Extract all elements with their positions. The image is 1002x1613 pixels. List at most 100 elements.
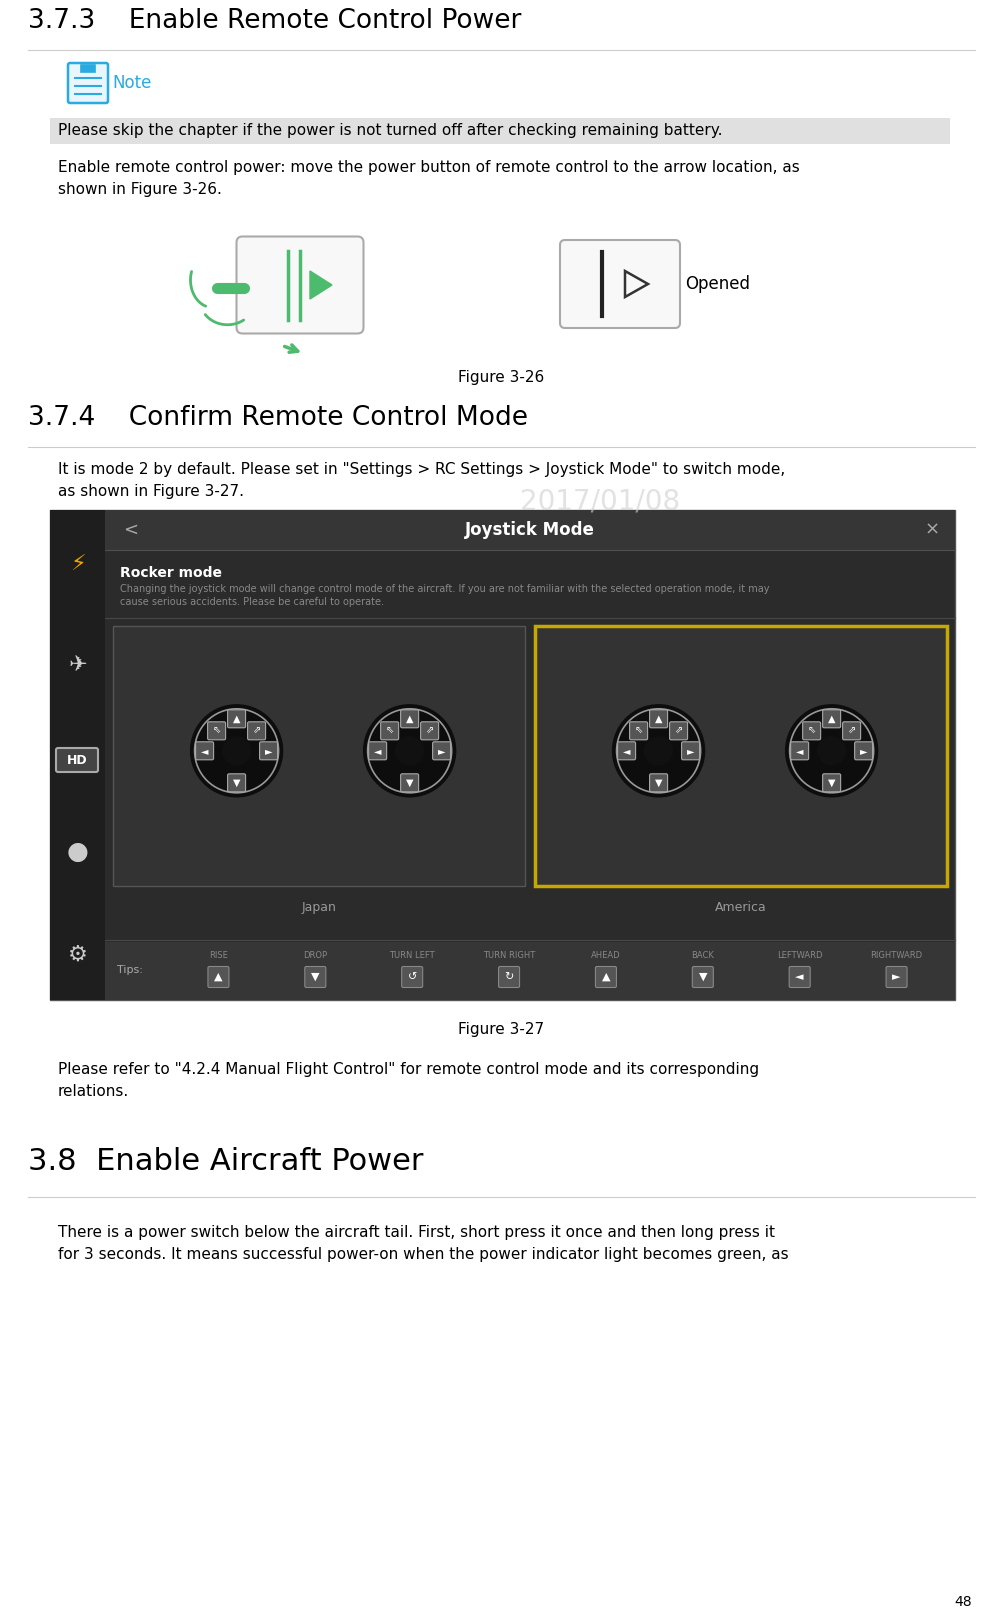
- FancyBboxPatch shape: [617, 742, 635, 760]
- Text: ⇗: ⇗: [674, 726, 682, 736]
- Text: 48: 48: [954, 1595, 972, 1610]
- Text: LEFTWARD: LEFTWARD: [777, 952, 823, 960]
- Bar: [113, 626, 525, 886]
- Text: Changing the joystick mode will change control mode of the aircraft. If you are : Changing the joystick mode will change c…: [120, 584, 770, 606]
- FancyBboxPatch shape: [823, 710, 841, 727]
- Text: ↺: ↺: [408, 973, 417, 982]
- Text: ►: ►: [438, 745, 446, 756]
- Text: Please refer to "4.2.4 Manual Flight Control" for remote control mode and its co: Please refer to "4.2.4 Manual Flight Con…: [58, 1061, 760, 1077]
- Text: ►: ►: [265, 745, 273, 756]
- Text: Tips:: Tips:: [117, 965, 143, 974]
- Circle shape: [612, 705, 704, 797]
- Text: 2017/01/08: 2017/01/08: [520, 489, 680, 516]
- Polygon shape: [310, 271, 332, 298]
- Text: ▲: ▲: [214, 973, 222, 982]
- Text: ▼: ▼: [406, 777, 414, 787]
- Text: ►: ►: [686, 745, 694, 756]
- Text: 3.8  Enable Aircraft Power: 3.8 Enable Aircraft Power: [28, 1147, 424, 1176]
- Text: Enable remote control power: move the power button of remote control to the arro: Enable remote control power: move the po…: [58, 160, 800, 174]
- FancyBboxPatch shape: [247, 721, 266, 740]
- Circle shape: [190, 705, 283, 797]
- FancyBboxPatch shape: [595, 966, 616, 987]
- FancyBboxPatch shape: [692, 966, 713, 987]
- Text: ×: ×: [925, 521, 940, 539]
- FancyBboxPatch shape: [649, 710, 667, 727]
- FancyBboxPatch shape: [560, 240, 680, 327]
- FancyBboxPatch shape: [823, 774, 841, 792]
- Text: AHEAD: AHEAD: [591, 952, 621, 960]
- Text: Joystick Mode: Joystick Mode: [465, 521, 595, 539]
- Text: Please skip the chapter if the power is not turned off after checking remaining : Please skip the chapter if the power is …: [58, 124, 722, 139]
- Bar: [535, 626, 947, 886]
- Text: BACK: BACK: [691, 952, 714, 960]
- Circle shape: [222, 737, 250, 765]
- Text: ⚙: ⚙: [68, 945, 88, 965]
- Circle shape: [644, 737, 672, 765]
- Circle shape: [818, 737, 846, 765]
- Text: ▲: ▲: [655, 715, 662, 724]
- Text: There is a power switch below the aircraft tail. First, short press it once and : There is a power switch below the aircra…: [58, 1224, 775, 1240]
- Text: ▼: ▼: [655, 777, 662, 787]
- Text: ●: ●: [67, 840, 89, 865]
- FancyBboxPatch shape: [369, 742, 387, 760]
- Text: ▲: ▲: [406, 715, 414, 724]
- FancyBboxPatch shape: [791, 742, 809, 760]
- Text: ⇖: ⇖: [212, 726, 220, 736]
- Text: Figure 3-27: Figure 3-27: [458, 1023, 544, 1037]
- Bar: [105, 510, 955, 550]
- FancyBboxPatch shape: [843, 721, 861, 740]
- Text: 3.7.4    Confirm Remote Control Mode: 3.7.4 Confirm Remote Control Mode: [28, 405, 528, 431]
- Text: ◄: ◄: [796, 973, 804, 982]
- Text: RISE: RISE: [209, 952, 227, 960]
- FancyBboxPatch shape: [649, 774, 667, 792]
- Bar: [50, 118, 950, 144]
- FancyBboxPatch shape: [629, 721, 647, 740]
- Text: ⇗: ⇗: [253, 726, 261, 736]
- FancyBboxPatch shape: [305, 966, 326, 987]
- Text: ◄: ◄: [796, 745, 804, 756]
- Circle shape: [396, 737, 424, 765]
- Text: DROP: DROP: [304, 952, 328, 960]
- FancyBboxPatch shape: [68, 63, 108, 103]
- Text: Japan: Japan: [302, 902, 337, 915]
- Text: shown in Figure 3-26.: shown in Figure 3-26.: [58, 182, 221, 197]
- Text: RIGHTWARD: RIGHTWARD: [871, 952, 923, 960]
- Text: ◄: ◄: [200, 745, 208, 756]
- Circle shape: [364, 705, 456, 797]
- FancyBboxPatch shape: [236, 237, 364, 334]
- Bar: [105, 942, 955, 1000]
- Text: Opened: Opened: [685, 274, 750, 294]
- Text: ▼: ▼: [698, 973, 707, 982]
- FancyBboxPatch shape: [499, 966, 520, 987]
- FancyBboxPatch shape: [681, 742, 699, 760]
- FancyBboxPatch shape: [401, 774, 419, 792]
- Bar: [50, 510, 105, 1000]
- FancyBboxPatch shape: [855, 742, 873, 760]
- FancyBboxPatch shape: [421, 721, 439, 740]
- Text: ↻: ↻: [504, 973, 514, 982]
- FancyBboxPatch shape: [56, 748, 98, 773]
- FancyBboxPatch shape: [227, 774, 245, 792]
- Text: ✈: ✈: [69, 655, 87, 674]
- Text: HD: HD: [67, 753, 87, 766]
- Text: ◄: ◄: [623, 745, 630, 756]
- Text: Rocker mode: Rocker mode: [120, 566, 222, 581]
- Text: ▲: ▲: [828, 715, 836, 724]
- Text: ►: ►: [860, 745, 868, 756]
- FancyBboxPatch shape: [227, 710, 245, 727]
- FancyBboxPatch shape: [669, 721, 687, 740]
- FancyBboxPatch shape: [381, 721, 399, 740]
- Text: Note: Note: [112, 74, 151, 92]
- Text: ▲: ▲: [601, 973, 610, 982]
- Text: TURN RIGHT: TURN RIGHT: [483, 952, 535, 960]
- Text: America: America: [715, 902, 767, 915]
- Text: 3.7.3    Enable Remote Control Power: 3.7.3 Enable Remote Control Power: [28, 8, 521, 34]
- FancyBboxPatch shape: [401, 710, 419, 727]
- Text: <: <: [123, 521, 138, 539]
- Text: ▼: ▼: [828, 777, 836, 787]
- Text: ⇖: ⇖: [808, 726, 816, 736]
- Circle shape: [786, 705, 878, 797]
- Text: ◄: ◄: [374, 745, 382, 756]
- Text: ⇗: ⇗: [848, 726, 856, 736]
- Text: It is mode 2 by default. Please set in "Settings > RC Settings > Joystick Mode" : It is mode 2 by default. Please set in "…: [58, 461, 786, 477]
